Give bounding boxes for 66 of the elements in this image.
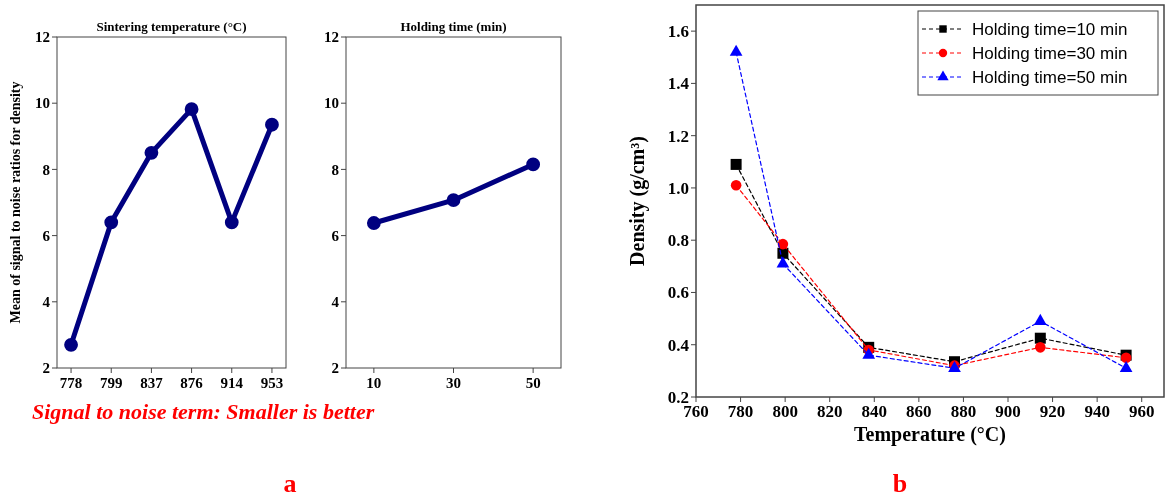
y-tick-label: 0.8: [667, 231, 689, 251]
x-tick-label: 960: [1128, 402, 1155, 421]
point: [729, 44, 743, 56]
legend-label: Holding time=50 min: [972, 67, 1128, 87]
point: [446, 193, 461, 208]
point: [224, 215, 239, 230]
y-axis-title: Mean of signal to noise ratios for density: [8, 81, 23, 324]
x-axis-title: Temperature (°C): [854, 423, 1006, 446]
point: [366, 216, 381, 230]
y-tick-label: 10: [35, 95, 50, 112]
y-tick-label: 12: [324, 29, 339, 46]
y-tick-label: 4: [331, 294, 340, 311]
y-tick-label: 2: [42, 360, 50, 377]
point: [64, 337, 78, 352]
text: b: [892, 469, 908, 498]
y-tick-label: 1.2: [667, 126, 689, 146]
x-tick-label: 953: [260, 375, 284, 391]
x-tick-label: 30: [446, 375, 461, 391]
y-tick-label: 8: [42, 161, 50, 178]
y-tick-label: 1.0: [667, 178, 689, 198]
point: [730, 180, 742, 191]
point: [1035, 342, 1046, 353]
point: [730, 158, 742, 170]
y-tick-label: 6: [42, 227, 51, 244]
x-tick-label: 780: [727, 402, 754, 421]
x-tick-label: 778: [59, 375, 83, 391]
point: [1034, 332, 1046, 344]
point: [184, 102, 199, 117]
text: a: [283, 469, 297, 498]
point: [144, 145, 159, 160]
x-tick-label: 799: [99, 375, 123, 391]
y-tick-label: 10: [324, 95, 339, 112]
y-tick-label: 0.4: [667, 335, 690, 355]
point: [526, 157, 541, 172]
y-tick-label: 2: [331, 360, 339, 377]
x-tick-label: 880: [950, 402, 977, 421]
x-tick-label: 10: [366, 375, 382, 391]
x-tick-label: 837: [140, 375, 164, 391]
y-tick-label: 8: [331, 161, 339, 178]
legend-label: Holding time=30 min: [972, 43, 1128, 63]
y-tick-label: 12: [35, 29, 50, 46]
x-tick-label: 914: [220, 375, 244, 391]
legend-label: Holding time=10 min: [972, 19, 1128, 39]
point: [776, 256, 790, 268]
text: Signal to noise term: Smaller is better: [32, 399, 375, 424]
y-tick-label: 4: [42, 294, 51, 311]
x-tick-label: 920: [1039, 402, 1066, 421]
x-tick-label: 50: [525, 375, 541, 391]
chart-title: Holding time (min): [400, 19, 507, 34]
x-tick-label: 876: [180, 375, 204, 391]
y-tick-label: 6: [331, 227, 340, 244]
point: [265, 117, 279, 132]
point: [104, 215, 119, 230]
x-tick-label: 800: [772, 402, 798, 421]
x-tick-label: 900: [995, 402, 1021, 421]
x-tick-label: 820: [816, 402, 843, 421]
y-tick-label: 1.6: [667, 22, 689, 42]
point: [777, 238, 789, 250]
x-tick-label: 940: [1084, 402, 1110, 421]
chart-title: Sintering temperature (°C): [96, 19, 247, 34]
x-tick-label: 860: [906, 402, 932, 421]
y-tick-label: 1.4: [667, 74, 690, 94]
point: [1033, 313, 1047, 325]
y-tick-label: 0.6: [667, 283, 689, 303]
y-axis-title: Density (g/cm³): [626, 136, 649, 266]
x-tick-label: 840: [861, 402, 888, 421]
